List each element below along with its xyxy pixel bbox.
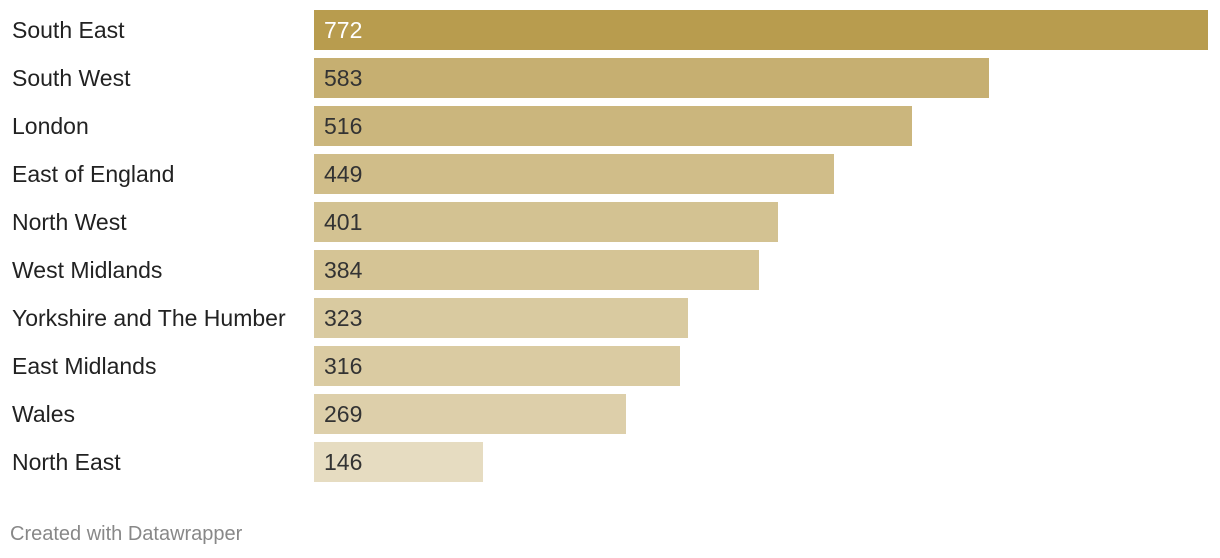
bar-value-label: 449 <box>324 161 363 187</box>
bar-value-label: 269 <box>324 401 363 427</box>
bar: 146 <box>314 442 483 482</box>
bar: 316 <box>314 346 680 386</box>
credit-footer: Created with Datawrapper <box>10 523 243 545</box>
bar-chart: South East 772 South West 583 London 516 East … <box>12 10 1208 482</box>
bar: 323 <box>314 298 688 338</box>
bar-value-label: 583 <box>324 65 363 91</box>
bar-value-label: 384 <box>324 257 363 283</box>
category-label: East Midlands <box>12 353 157 379</box>
category-label: London <box>12 113 89 139</box>
bar-value-label: 323 <box>324 305 363 331</box>
category-label: East of England <box>12 161 175 187</box>
bar-value-label: 772 <box>324 17 363 43</box>
bar-value-label: 401 <box>324 209 363 235</box>
category-label: North East <box>12 449 121 475</box>
category-label: Wales <box>12 401 76 427</box>
bar: 449 <box>314 154 834 194</box>
category-label: Yorkshire and The Humber <box>12 305 286 331</box>
bar-value-label: 516 <box>324 113 363 139</box>
bar: 583 <box>314 58 989 98</box>
category-label: South East <box>12 17 125 43</box>
category-label: South West <box>12 65 131 91</box>
bar-value-label: 146 <box>324 449 363 475</box>
bar-value-label: 316 <box>324 353 363 379</box>
bar: 772 <box>314 10 1208 50</box>
bar: 401 <box>314 202 778 242</box>
bar: 269 <box>314 394 626 434</box>
bar: 516 <box>314 106 912 146</box>
category-label: West Midlands <box>12 257 163 283</box>
bar: 384 <box>314 250 759 290</box>
category-label: North West <box>12 209 127 235</box>
